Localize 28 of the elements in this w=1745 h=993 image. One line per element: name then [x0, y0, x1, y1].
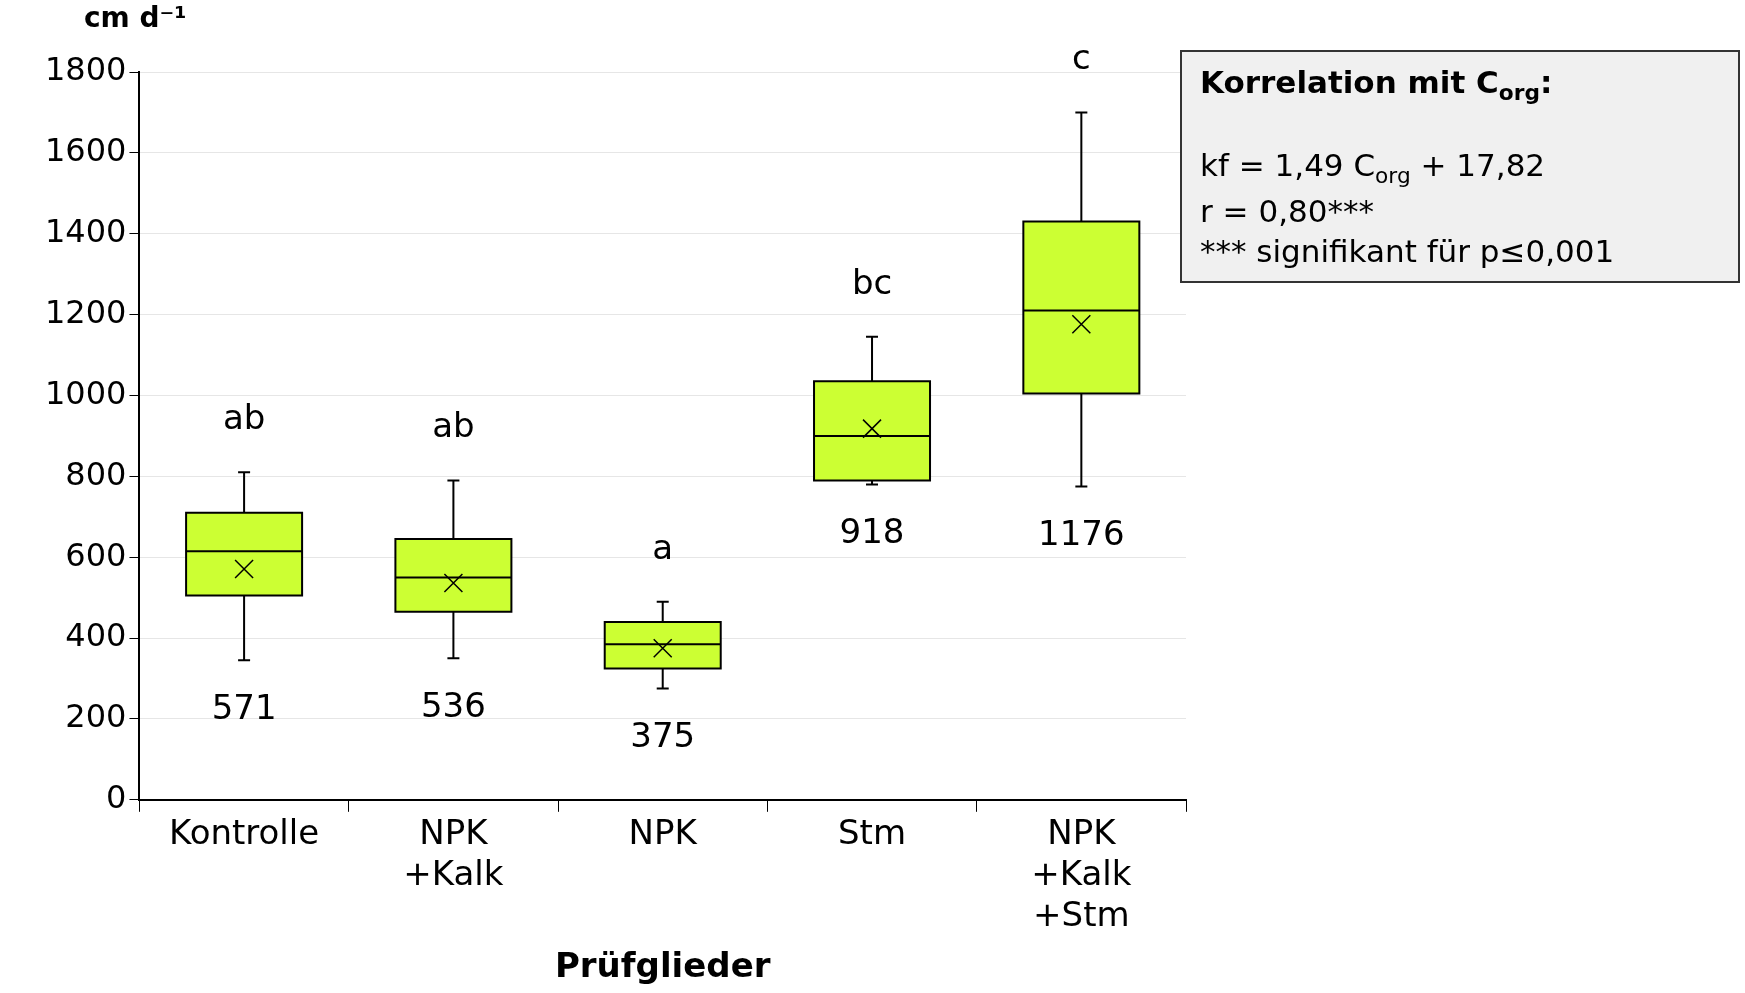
annotation: a — [652, 526, 674, 567]
annotation: 536 — [420, 685, 486, 726]
y-tick-label: 800 — [65, 454, 127, 493]
annotation: bc — [851, 261, 893, 302]
text-panel: Korrelation mit C$_{org}$: kf = 1,49 C$_{org}$ + 17,82 r = 0,80*** *** signifikant für p≤0,001 — [1180, 50, 1740, 284]
annotation: ab — [222, 397, 266, 438]
annotation: ab — [432, 405, 475, 446]
y-tick-label: 1600 — [45, 131, 127, 170]
x-tick-label: NPK +Kalk — [403, 812, 504, 893]
annotation: c — [1071, 37, 1091, 78]
y-tick-label: 400 — [65, 616, 127, 655]
y-tick-label: 1200 — [45, 292, 127, 331]
x-axis-title: Prüfglieder — [554, 945, 771, 986]
annotation: 571 — [211, 687, 277, 728]
x-tick-label: Kontrolle — [169, 812, 320, 853]
y-tick-label: 1000 — [45, 373, 127, 412]
y-tick-label: 1800 — [45, 50, 127, 89]
y-axis-title: cm d⁻¹ — [84, 1, 187, 35]
x-tick-label: Stm — [838, 812, 907, 853]
x-tick-label: NPK — [628, 812, 699, 853]
y-tick-label: 0 — [106, 778, 127, 817]
annotation: 1176 — [1038, 513, 1125, 554]
y-tick-label: 200 — [65, 697, 127, 736]
y-tick-label: 600 — [65, 535, 127, 574]
y-tick-label: 1400 — [45, 212, 127, 251]
annotation: 375 — [630, 715, 696, 756]
x-tick-label: NPK +Kalk +Stm — [1031, 812, 1132, 934]
annotation: 918 — [839, 511, 905, 552]
